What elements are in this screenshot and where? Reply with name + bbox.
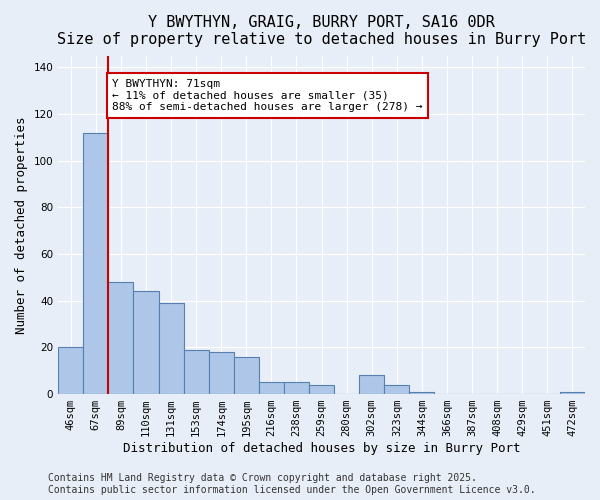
Bar xyxy=(560,392,585,394)
Y-axis label: Number of detached properties: Number of detached properties xyxy=(15,116,28,334)
Bar xyxy=(234,356,259,394)
Bar xyxy=(83,132,109,394)
Text: Contains HM Land Registry data © Crown copyright and database right 2025.
Contai: Contains HM Land Registry data © Crown c… xyxy=(48,474,536,495)
Bar xyxy=(133,292,158,394)
Text: Y BWYTHYN: 71sqm
← 11% of detached houses are smaller (35)
88% of semi-detached : Y BWYTHYN: 71sqm ← 11% of detached house… xyxy=(112,79,422,112)
Bar xyxy=(409,392,434,394)
Bar xyxy=(284,382,309,394)
Bar xyxy=(259,382,284,394)
Bar xyxy=(109,282,133,394)
Bar xyxy=(184,350,209,394)
Bar xyxy=(158,303,184,394)
Title: Y BWYTHYN, GRAIG, BURRY PORT, SA16 0DR
Size of property relative to detached hou: Y BWYTHYN, GRAIG, BURRY PORT, SA16 0DR S… xyxy=(57,15,586,48)
X-axis label: Distribution of detached houses by size in Burry Port: Distribution of detached houses by size … xyxy=(123,442,520,455)
Bar xyxy=(209,352,234,394)
Bar xyxy=(309,384,334,394)
Bar xyxy=(385,384,409,394)
Bar xyxy=(58,348,83,394)
Bar xyxy=(359,376,385,394)
